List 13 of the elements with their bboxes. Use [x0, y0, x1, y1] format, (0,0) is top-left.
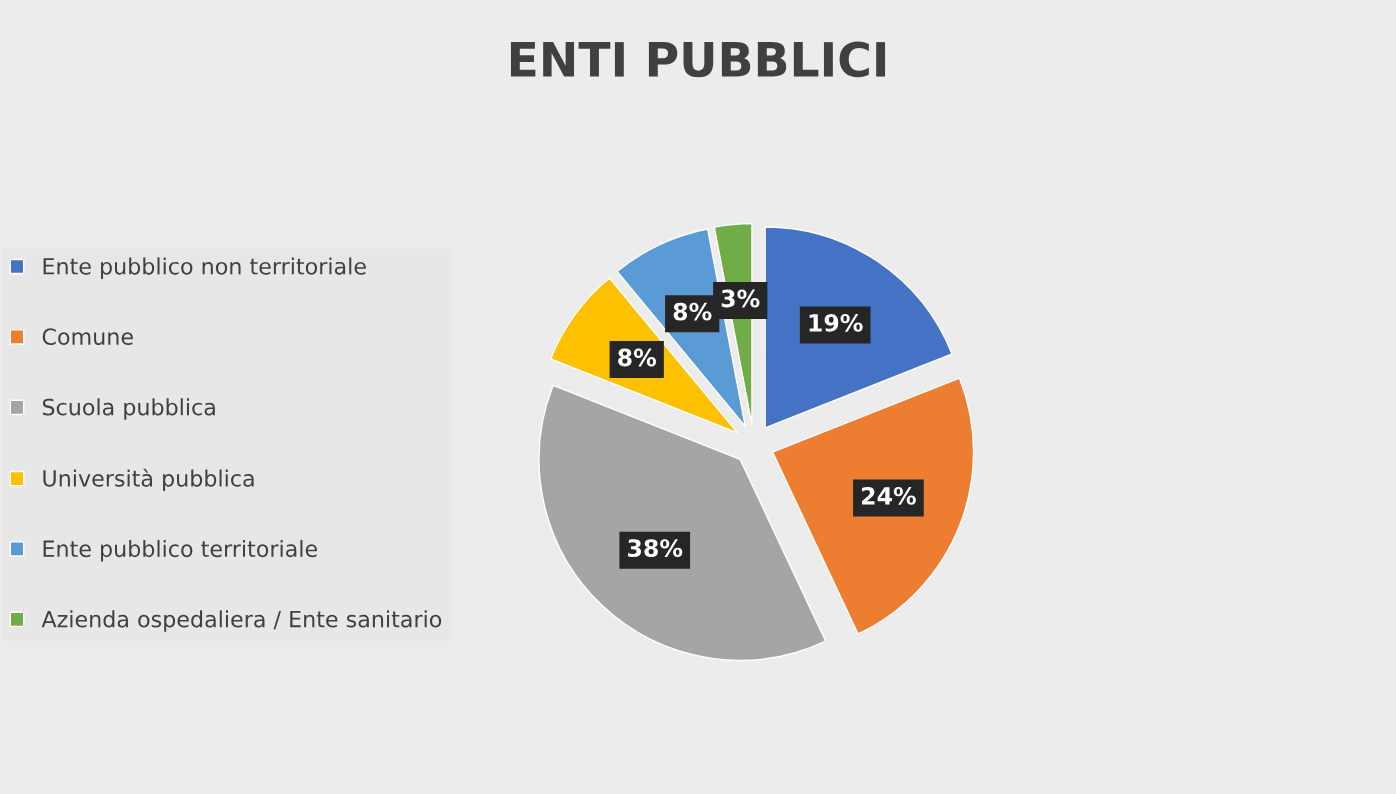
data-label: 3% [721, 289, 760, 308]
data-label: 8% [618, 348, 657, 367]
chart-title: ENTI PUBBLICI [510, 41, 886, 78]
legend-label: Comune [42, 328, 133, 346]
data-label: 38% [628, 539, 683, 557]
data-label: 24% [862, 486, 916, 505]
legend-label: Ente pubblico territoriale [43, 539, 317, 562]
data-label: 19% [809, 313, 863, 332]
legend-label: Università pubblica [43, 468, 254, 492]
legend-label: Scuola pubblica [42, 398, 215, 420]
data-label: 8% [673, 302, 712, 321]
legend-label: Ente pubblico non territoriale [43, 257, 366, 279]
legend-label: Azienda ospedaliera / Ente sanitario [41, 610, 442, 632]
